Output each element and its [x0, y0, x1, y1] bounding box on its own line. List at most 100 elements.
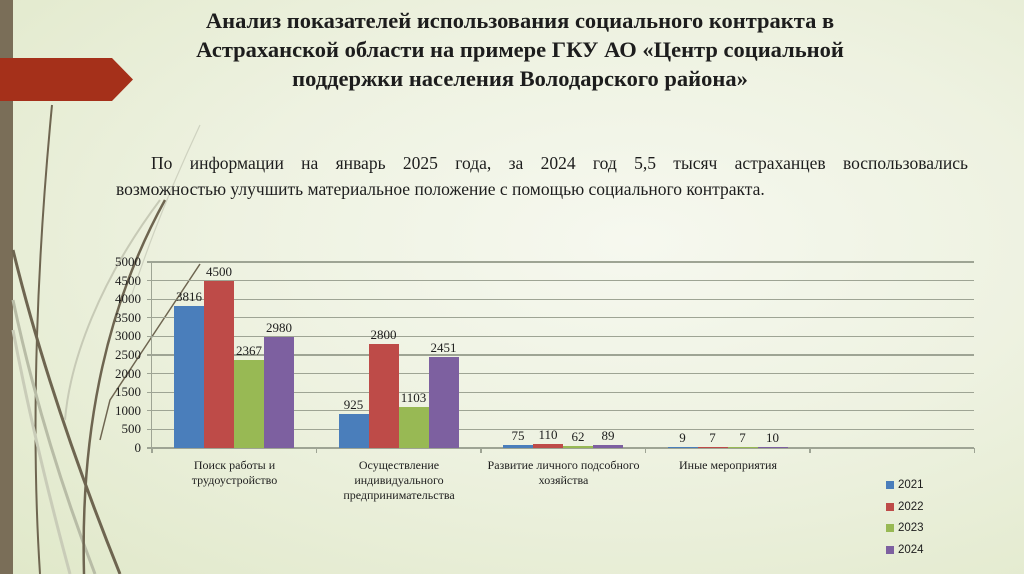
bar-2023	[398, 406, 429, 448]
bar-2023	[234, 359, 264, 448]
data-label: 1103	[400, 389, 427, 405]
category-label: Осуществление индивидуального предпринимат…	[317, 458, 482, 503]
bar-2022	[368, 343, 399, 448]
title-arrow-banner	[0, 58, 133, 101]
legend-item-2023: 2023	[886, 517, 924, 539]
category-label-line: Развитие личного подсобного	[487, 458, 640, 472]
y-tick-mark	[147, 410, 152, 412]
legend-item-2022: 2022	[886, 496, 924, 518]
data-label: 75	[511, 428, 525, 444]
bar-2022	[697, 446, 728, 448]
category-label-line: Осуществление	[358, 458, 440, 472]
y-tick-label: 1000	[115, 402, 141, 418]
slide-title: Анализ показателей использования социаль…	[140, 6, 900, 93]
y-tick-label: 0	[134, 440, 142, 455]
category-label-line: трудоустройство	[191, 473, 278, 487]
y-tick-label: 4000	[115, 291, 141, 307]
data-label: 2980	[266, 320, 292, 336]
legend-label: 2022	[898, 500, 924, 513]
left-decor-stripe	[0, 0, 13, 574]
data-label: 2451	[430, 339, 457, 355]
y-tick-label: 2000	[115, 365, 141, 381]
title-line-3: поддержки населения Володарского района»	[292, 66, 748, 91]
y-tick-mark	[147, 391, 152, 393]
data-label: 10	[766, 429, 779, 445]
gridline	[152, 279, 974, 282]
category-label-line: индивидуального	[354, 473, 444, 487]
category-label-line: предпринимательства	[343, 488, 455, 502]
y-tick-label: 3500	[115, 309, 141, 325]
y-tick-mark	[147, 298, 152, 300]
x-tick-mark	[973, 448, 976, 453]
gridline	[152, 261, 974, 263]
legend-item-2024: 2024	[886, 539, 924, 561]
y-tick-mark	[147, 279, 152, 282]
legend-swatch-icon	[886, 545, 894, 554]
legend-item-2021: 2021	[886, 474, 924, 496]
gridline	[152, 391, 974, 393]
x-tick-mark	[809, 448, 811, 453]
bar-2021	[174, 306, 204, 448]
data-label: 2800	[370, 326, 397, 342]
x-axis-line	[152, 447, 974, 449]
legend-label: 2024	[898, 543, 924, 556]
chart-legend: 2021 2022 2023 2024	[886, 474, 924, 561]
bar-2021	[503, 445, 533, 448]
gridline	[152, 354, 974, 356]
y-tick-mark	[147, 354, 152, 356]
summary-paragraph: По информации на январь 2025 года, за 20…	[116, 150, 968, 202]
gridline	[152, 372, 974, 375]
y-tick-mark	[147, 428, 152, 431]
data-label: 110	[538, 426, 558, 442]
data-label: 7	[709, 429, 716, 445]
bar-2022	[204, 280, 234, 448]
data-label: 7	[739, 429, 746, 445]
x-tick-mark	[151, 448, 153, 453]
data-label: 62	[571, 428, 585, 444]
y-tick-mark	[147, 335, 152, 338]
data-label: 89	[601, 427, 615, 443]
title-line-2: Астраханской области на примере ГКУ АО «…	[196, 37, 844, 62]
bar-2023	[727, 446, 758, 448]
bar-2024	[757, 446, 788, 448]
bar-2024	[428, 356, 459, 448]
category-label: Развитие личного подсобного хозяйства	[481, 458, 646, 488]
bar-2024	[593, 444, 623, 448]
x-tick-mark	[644, 448, 647, 453]
x-tick-mark	[315, 448, 318, 453]
y-tick-label: 5000	[115, 254, 141, 269]
category-label-line: Поиск работы и	[193, 458, 276, 472]
legend-swatch-icon	[886, 502, 894, 511]
legend-swatch-icon	[886, 524, 894, 533]
gridline	[152, 317, 974, 319]
paragraph-line-2: возможностью улучшить материальное полож…	[116, 179, 765, 199]
data-label: 9	[679, 429, 686, 445]
gridline	[152, 410, 974, 412]
category-label: Поиск работы и трудоустройство	[152, 458, 317, 488]
y-tick-mark	[147, 261, 152, 263]
bar-2023	[563, 445, 593, 448]
y-tick-label: 3000	[115, 328, 141, 344]
y-tick-mark	[147, 317, 152, 319]
paragraph-line-1: По информации на январь 2025 года, за 20…	[151, 153, 968, 173]
legend-label: 2023	[898, 522, 924, 535]
category-label-line: Иные мероприятия	[679, 458, 777, 472]
data-label: 3816	[176, 289, 202, 305]
category-label-line: хозяйства	[538, 473, 589, 487]
legend-swatch-icon	[886, 480, 894, 489]
y-tick-mark	[147, 447, 152, 449]
y-tick-label: 500	[121, 421, 142, 437]
legend-label: 2021	[898, 478, 924, 491]
x-tick-mark	[480, 448, 482, 453]
title-line-1: Анализ показателей использования социаль…	[205, 8, 835, 33]
bar-2021	[667, 446, 698, 448]
data-label: 925	[343, 396, 364, 412]
y-tick-label: 1500	[115, 384, 141, 400]
data-label: 2367	[236, 342, 262, 358]
bar-2022	[533, 443, 563, 448]
y-tick-label: 2500	[115, 347, 141, 362]
gridline	[152, 428, 974, 431]
gridline	[152, 335, 974, 338]
y-axis-line	[151, 262, 153, 449]
